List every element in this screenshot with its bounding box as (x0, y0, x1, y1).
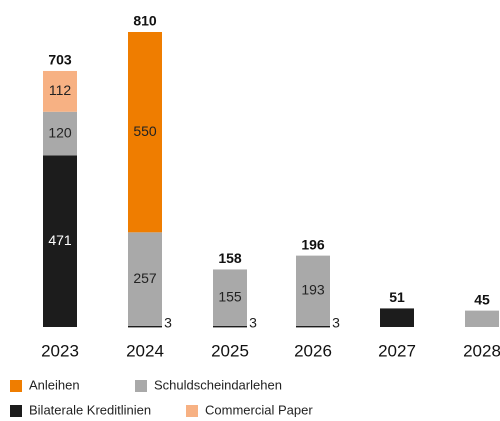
total-label: 196 (301, 236, 325, 252)
legend-label: Commercial Paper (205, 402, 313, 417)
total-label: 703 (48, 52, 72, 68)
bar-segment (296, 255, 330, 326)
x-tick-label: 2025 (211, 341, 249, 360)
segment-label: 3 (164, 315, 172, 331)
bar-segment (296, 325, 330, 328)
total-label: 51 (389, 289, 405, 305)
legend-swatch (186, 405, 198, 417)
segment-label: 193 (301, 281, 325, 297)
segment-label: 257 (133, 270, 157, 286)
segment-label: 3 (332, 315, 340, 331)
bar-segment (213, 269, 247, 326)
x-tick-label: 2027 (378, 341, 416, 360)
segment-label: 112 (49, 82, 72, 98)
bar-segment (380, 308, 414, 327)
segment-label: 471 (48, 232, 72, 248)
legend-label: Anleihen (29, 377, 80, 392)
legend-swatch (135, 380, 147, 392)
segment-label: 120 (48, 124, 72, 140)
x-tick-label: 2026 (294, 341, 332, 360)
legend-label: Schuldscheindarlehen (154, 377, 282, 392)
segment-label: 3 (249, 315, 257, 331)
segment-label: 550 (133, 123, 157, 139)
total-label: 45 (474, 291, 490, 307)
legend-swatch (10, 405, 22, 417)
bar-segment (43, 70, 77, 112)
x-tick-label: 2028 (463, 341, 500, 360)
bar-segment (43, 155, 77, 327)
bar-segment (43, 111, 77, 156)
x-tick-label: 2024 (126, 341, 164, 360)
total-label: 810 (133, 13, 157, 29)
x-tick-label: 2023 (41, 341, 79, 360)
bar-segment (213, 325, 247, 328)
total-label: 158 (218, 250, 242, 266)
bar-segment (128, 32, 162, 233)
bar-segment (128, 232, 162, 326)
segment-label: 155 (218, 288, 242, 304)
bar-segment (128, 325, 162, 328)
legend-label: Bilaterale Kreditlinien (29, 402, 151, 417)
legend-swatch (10, 380, 22, 392)
bar-segment (465, 310, 499, 327)
